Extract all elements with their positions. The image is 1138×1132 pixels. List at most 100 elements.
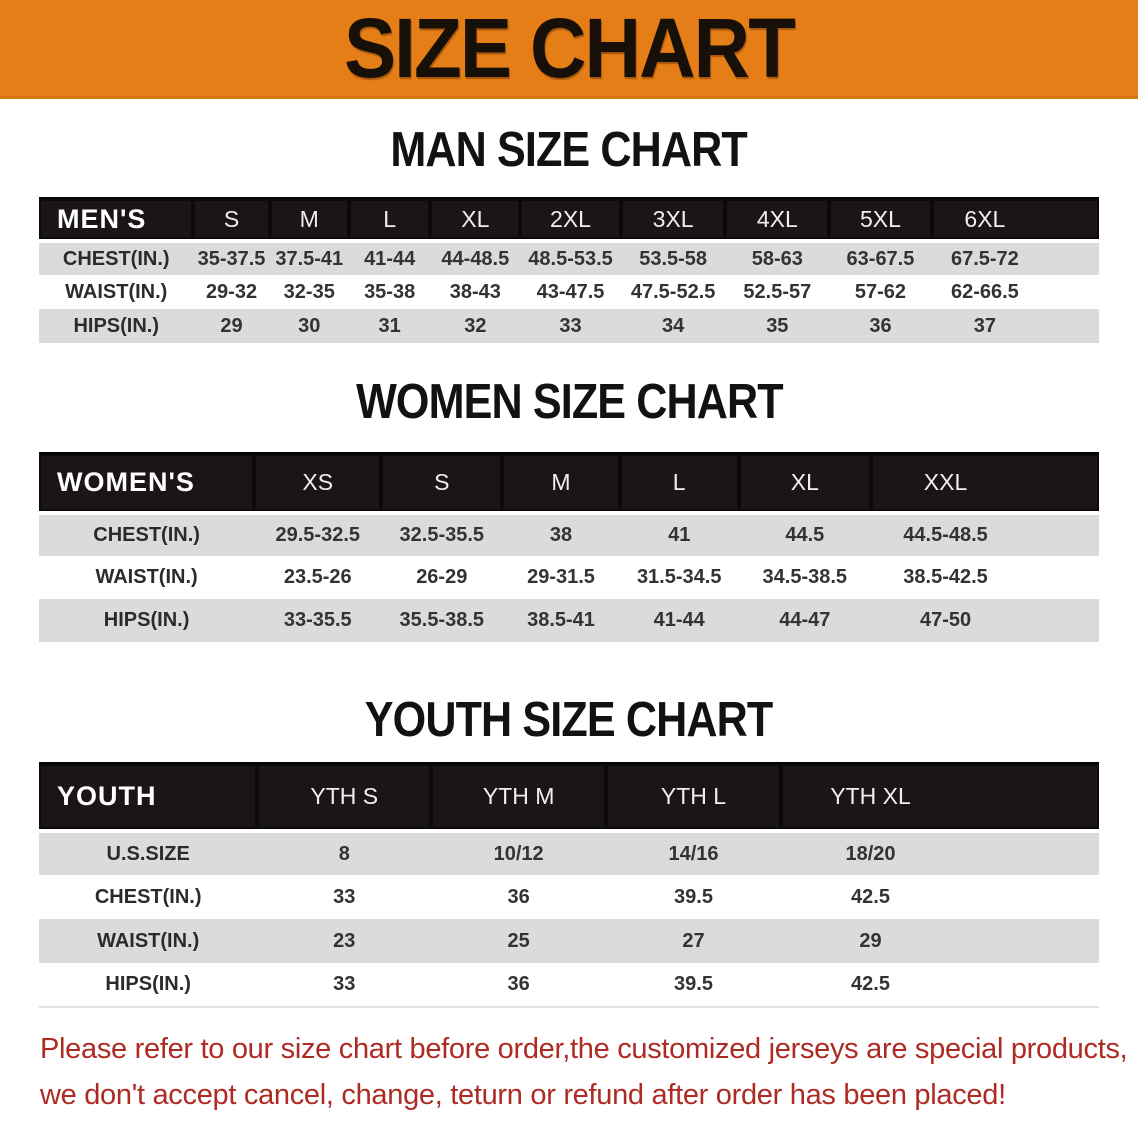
measurement-label: U.S.SIZE <box>106 842 190 865</box>
measurement-value: 67.5-72 <box>950 247 1019 270</box>
measurement-value: 47.5-52.5 <box>630 280 716 303</box>
measurement-value: 53.5-58 <box>639 247 708 270</box>
women-size-table: WOMEN'S XS S M L XL XXL CHEST(IN.) 29.5-32.5 32.5… <box>39 452 1099 642</box>
measurement-value: 25 <box>507 929 530 952</box>
measurement-value: 39.5 <box>674 885 713 908</box>
measurement-label: CHEST(IN.) <box>62 247 170 270</box>
size-column-header: YTH M <box>431 762 607 833</box>
measurement-value: 29 <box>859 929 882 952</box>
measurement-value: 23 <box>333 929 356 952</box>
measurement-value: 29-32 <box>205 280 258 303</box>
measurement-value: 36 <box>507 973 530 995</box>
men-section: MAN SIZE CHART MEN'S S M L XL 2XL 3XL 4XL 5XL 6XL… <box>0 124 1138 343</box>
measurement-label: CHEST(IN.) <box>93 524 200 546</box>
measurement-value: 23.5-26 <box>283 566 352 588</box>
measurement-value: 31 <box>378 314 401 337</box>
measurement-value: 47-50 <box>919 609 972 631</box>
size-column-header: S <box>193 197 270 243</box>
measurement-value: 34.5-38.5 <box>762 566 848 588</box>
measurement-value: 35.5-38.5 <box>399 609 485 631</box>
size-chart-banner: SIZE CHART <box>0 0 1138 99</box>
women-section: WOMEN SIZE CHART WOMEN'S XS S M L XL XXL CHEST(… <box>0 376 1138 642</box>
size-column-header: XL <box>738 452 872 515</box>
measurement-value: 57-62 <box>854 280 907 303</box>
men-heading-text: MAN SIZE CHART <box>390 123 748 177</box>
measurement-row: U.S.SIZE 8 10/12 14/16 18/20 <box>39 831 1099 875</box>
measurement-value: 36 <box>507 885 530 908</box>
measurement-value: 52.5-57 <box>743 280 812 303</box>
measurement-value: 37.5-41 <box>275 247 344 270</box>
measurement-value: 10/12 <box>493 842 544 865</box>
measurement-value: 29-31.5 <box>527 566 595 588</box>
size-column-header: XL <box>430 197 521 243</box>
measurement-row: HIPS(IN.) 33 36 39.5 42.5 <box>39 963 1099 1007</box>
size-column-header: 4XL <box>725 197 830 243</box>
measurement-value: 29 <box>220 314 243 337</box>
measurement-value: 63-67.5 <box>846 247 915 270</box>
disclaimer-line-1: Please refer to our size chart before or… <box>40 1033 1128 1065</box>
women-size-chart-heading: WOMEN SIZE CHART <box>0 376 1138 428</box>
measurement-value: 41-44 <box>364 247 416 270</box>
measurement-value: 62-66.5 <box>950 280 1019 303</box>
measurement-value: 33 <box>559 314 582 337</box>
size-column-header: 3XL <box>620 197 726 243</box>
measurement-label: WAIST(IN.) <box>95 566 198 588</box>
measurement-value: 32.5-35.5 <box>399 524 485 546</box>
men-size-table: MEN'S S M L XL 2XL 3XL 4XL 5XL 6XL CHEST(IN.) 35-37… <box>39 197 1099 343</box>
measurement-value: 34 <box>662 314 685 337</box>
measurement-value: 26-29 <box>416 566 468 588</box>
measurement-value: 32-35 <box>283 280 335 303</box>
measurement-label: HIPS(IN.) <box>73 314 159 337</box>
banner-title: SIZE CHART <box>343 1 796 95</box>
size-header-row: YOUTH YTH S YTH M YTH L YTH XL <box>39 762 1099 833</box>
disclaimer-line-2: we don't accept cancel, change, teturn o… <box>40 1079 1006 1111</box>
measurement-value: 38.5-42.5 <box>903 566 988 588</box>
measurement-value: 38 <box>549 524 573 546</box>
measurement-value: 32 <box>464 314 487 337</box>
women-heading-text: WOMEN SIZE CHART <box>355 375 784 429</box>
measurement-value: 38.5-41 <box>527 609 595 631</box>
size-column-header: L <box>619 452 739 515</box>
size-header-row: WOMEN'S XS S M L XL XXL <box>39 452 1099 515</box>
size-column-header: XXL <box>871 452 1099 515</box>
measurement-value: 44-47 <box>779 609 831 631</box>
measurement-value: 14/16 <box>668 842 719 865</box>
size-column-header: 5XL <box>829 197 932 243</box>
measurement-row: WAIST(IN.) 23.5-26 26-29 29-31.5 31.5-34.5 34… <box>39 556 1099 599</box>
order-disclaimer: Please refer to our size chart before or… <box>40 1026 1128 1118</box>
measurement-value: 33 <box>333 885 356 908</box>
measurement-row: CHEST(IN.) 29.5-32.5 32.5-35.5 38 41 44.5 44.5… <box>39 513 1099 556</box>
youth-size-chart-heading: YOUTH SIZE CHART <box>0 694 1138 746</box>
measurement-row: WAIST(IN.) 29-32 32-35 35-38 38-43 43-47.5 47.… <box>39 275 1099 309</box>
table-title-cell: MEN'S <box>39 197 194 243</box>
measurement-value: 31.5-34.5 <box>636 566 722 588</box>
measurement-value: 35 <box>766 314 789 337</box>
measurement-value: 43-47.5 <box>536 280 605 303</box>
measurement-row: CHEST(IN.) 33 36 39.5 42.5 <box>39 875 1099 919</box>
measurement-value: 35-38 <box>364 280 416 303</box>
measurement-value: 41 <box>668 524 691 546</box>
youth-section: YOUTH SIZE CHART YOUTH YTH S YTH M YTH L YTH… <box>0 694 1138 1008</box>
measurement-value: 18/20 <box>845 842 896 865</box>
measurement-label: CHEST(IN.) <box>94 885 202 908</box>
youth-size-table: YOUTH YTH S YTH M YTH L YTH XL U.S.SIZE 8 10/12… <box>39 762 1099 1008</box>
size-column-header: YTH S <box>257 762 432 833</box>
size-column-header: S <box>381 452 503 515</box>
measurement-value: 44-48.5 <box>441 247 510 270</box>
measurement-value: 48.5-53.5 <box>528 247 613 270</box>
measurement-value: 42.5 <box>851 973 890 995</box>
size-column-header: M <box>502 452 620 515</box>
table-title-cell: WOMEN'S <box>39 452 255 515</box>
measurement-value: 27 <box>682 929 705 952</box>
men-size-chart-heading: MAN SIZE CHART <box>0 124 1138 176</box>
measurement-value: 38-43 <box>449 280 501 303</box>
size-column-header: YTH XL <box>780 762 1099 833</box>
size-column-header: M <box>269 197 349 243</box>
measurement-row: WAIST(IN.) 23 25 27 29 <box>39 919 1099 963</box>
measurement-value: 30 <box>298 314 321 337</box>
size-column-header: YTH L <box>606 762 781 833</box>
measurement-label: WAIST(IN.) <box>97 929 200 952</box>
size-column-header: L <box>348 197 431 243</box>
size-header-row: MEN'S S M L XL 2XL 3XL 4XL 5XL 6XL <box>39 197 1099 243</box>
